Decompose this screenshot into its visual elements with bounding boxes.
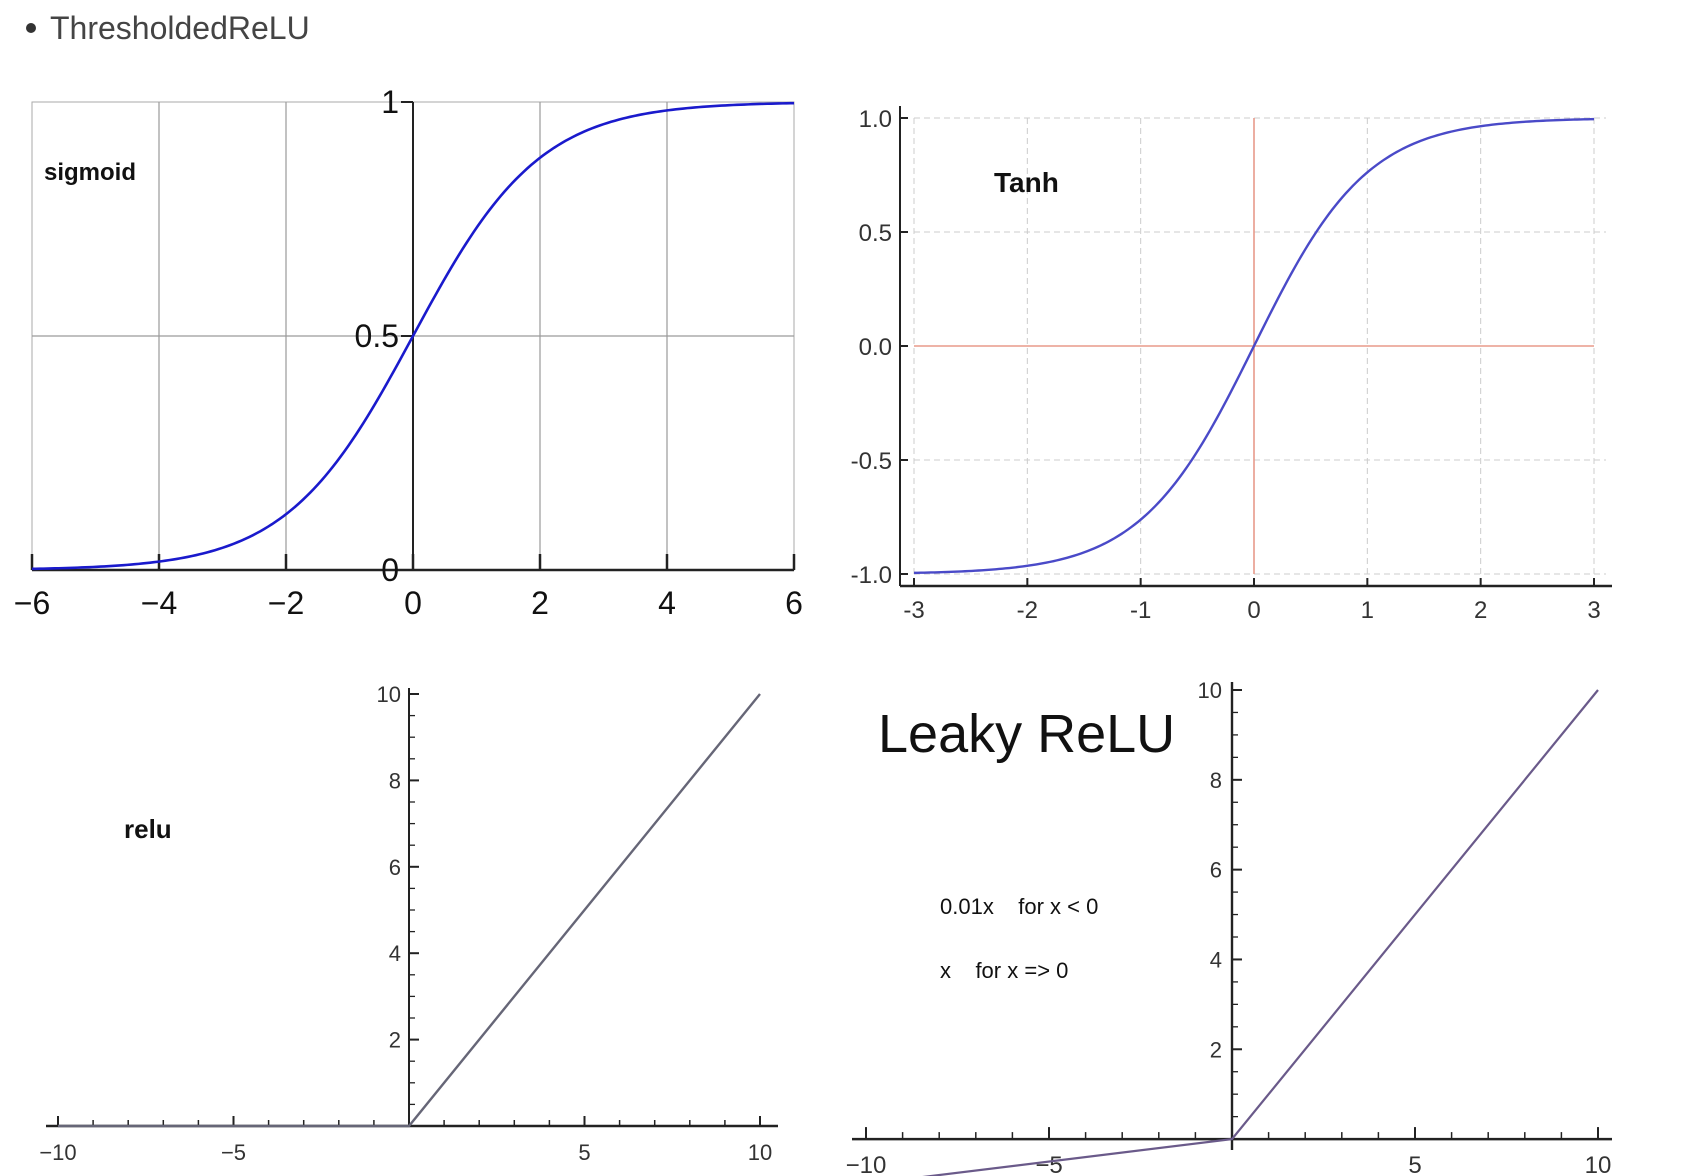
leaky-x-tick-label: 10 bbox=[1585, 1152, 1612, 1176]
sigmoid-y-tick-label: 1 bbox=[381, 84, 399, 120]
leaky-y-tick-label: 4 bbox=[1210, 947, 1222, 972]
tanh-curve bbox=[913, 117, 1595, 575]
relu-title: relu bbox=[124, 814, 172, 844]
relu-y-tick-label: 6 bbox=[389, 855, 401, 880]
relu-y-tick-label: 2 bbox=[389, 1028, 401, 1053]
leaky-x-tick-label: −5 bbox=[1035, 1152, 1062, 1176]
leaky-relu-line bbox=[922, 689, 1599, 1176]
relu-chart: −10 −5 5 10 2 4 6 8 10 relu bbox=[39, 682, 778, 1165]
tanh-x-tick-label: -3 bbox=[903, 597, 924, 624]
relu-x-tick-label: 5 bbox=[578, 1140, 590, 1165]
leaky-annotation-negative: 0.01x for x < 0 bbox=[940, 894, 1098, 919]
sigmoid-curve bbox=[31, 101, 795, 571]
tanh-x-tick-label: 2 bbox=[1474, 597, 1487, 624]
sigmoid-y-tick-label: 0.5 bbox=[355, 318, 399, 354]
bullet-text: ThresholdedReLU bbox=[50, 9, 310, 46]
leaky-y-tick-label: 10 bbox=[1198, 678, 1222, 703]
tanh-x-tick-label: -2 bbox=[1017, 597, 1038, 624]
tanh-y-tick-label: 1.0 bbox=[859, 106, 892, 133]
leaky-annotation-positive: x for x => 0 bbox=[940, 958, 1068, 983]
sigmoid-x-tick-label: −4 bbox=[141, 585, 177, 621]
tanh-x-tick-label: 0 bbox=[1247, 597, 1260, 624]
relu-x-tick-label: −5 bbox=[221, 1140, 246, 1165]
bullet-list-item: ThresholdedReLU bbox=[14, 8, 310, 48]
relu-x-tick-label: −10 bbox=[39, 1140, 76, 1165]
sigmoid-chart: −6 −4 −2 0 2 4 6 0 0.5 1 sigmoid bbox=[14, 84, 803, 621]
sigmoid-y-tick-label: 0 bbox=[381, 552, 399, 588]
tanh-x-tick-label: 1 bbox=[1361, 597, 1374, 624]
relu-line bbox=[58, 693, 761, 1128]
tanh-title: Tanh bbox=[994, 167, 1059, 198]
relu-y-tick-label: 10 bbox=[377, 682, 401, 707]
sigmoid-x-tick-label: 2 bbox=[531, 585, 549, 621]
bullet-dot bbox=[26, 23, 36, 33]
tanh-y-tick-label: -0.5 bbox=[851, 448, 892, 475]
tanh-chart: -3 -2 -1 0 1 2 3 -1.0 -0.5 0.0 0.5 1.0 Tanh bbox=[851, 106, 1612, 624]
leaky-y-tick-label: 8 bbox=[1210, 768, 1222, 793]
tanh-x-tick-label: 3 bbox=[1587, 597, 1600, 624]
leaky-x-tick-label: 5 bbox=[1408, 1152, 1421, 1176]
tanh-y-tick-label: 0.5 bbox=[859, 220, 892, 247]
relu-x-tick-label: 10 bbox=[748, 1140, 772, 1165]
sigmoid-x-tick-label: 4 bbox=[658, 585, 676, 621]
sigmoid-x-tick-label: −2 bbox=[268, 585, 304, 621]
tanh-y-tick-label: -1.0 bbox=[851, 562, 892, 589]
sigmoid-x-tick-label: 6 bbox=[785, 585, 803, 621]
leaky-relu-title: Leaky ReLU bbox=[878, 704, 1175, 764]
tanh-x-tick-label: -1 bbox=[1130, 597, 1151, 624]
leaky-y-tick-label: 6 bbox=[1210, 858, 1222, 883]
leaky-relu-chart: −10 −5 5 10 2 4 6 8 10 Leaky ReLU 0.01x for x < 0 x… bbox=[846, 678, 1612, 1176]
sigmoid-title: sigmoid bbox=[44, 159, 136, 186]
leaky-x-tick-label: −10 bbox=[846, 1152, 887, 1176]
relu-y-tick-label: 8 bbox=[389, 768, 401, 793]
tanh-y-tick-label: 0.0 bbox=[859, 334, 892, 361]
leaky-y-tick-label: 2 bbox=[1210, 1037, 1222, 1062]
sigmoid-x-tick-label: −6 bbox=[14, 585, 50, 621]
relu-y-tick-label: 4 bbox=[389, 941, 401, 966]
sigmoid-x-tick-label: 0 bbox=[404, 585, 422, 621]
